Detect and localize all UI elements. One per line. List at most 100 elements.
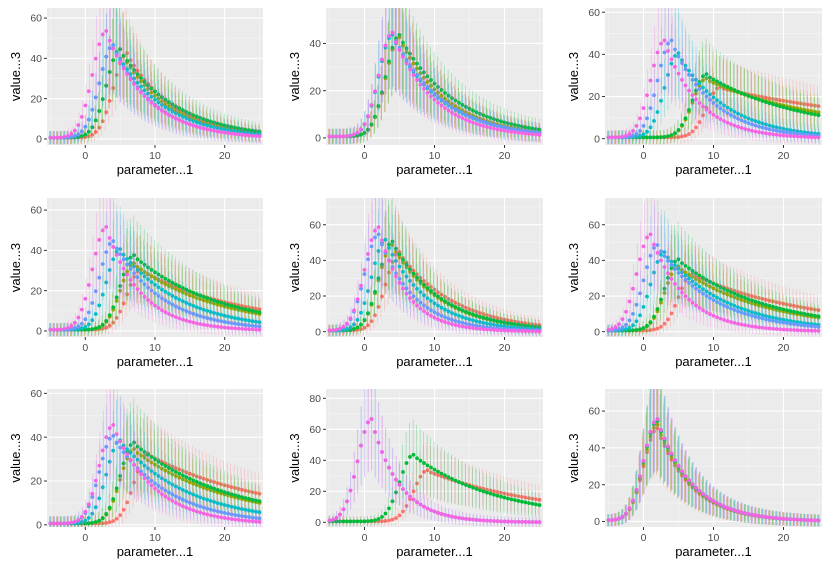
data-point bbox=[813, 135, 817, 140]
data-point bbox=[617, 327, 621, 331]
data-point bbox=[104, 318, 109, 323]
data-point bbox=[460, 308, 465, 313]
data-point bbox=[764, 302, 768, 307]
data-point bbox=[90, 327, 95, 332]
data-point bbox=[149, 100, 154, 105]
data-point bbox=[100, 228, 105, 233]
data-point bbox=[215, 318, 220, 323]
data-point bbox=[641, 123, 646, 128]
y-tick-label: 20 bbox=[588, 91, 600, 103]
data-point bbox=[666, 281, 670, 285]
data-point bbox=[743, 296, 747, 300]
data-point bbox=[208, 300, 213, 305]
data-point bbox=[191, 113, 196, 117]
data-point bbox=[446, 108, 451, 113]
data-point bbox=[348, 316, 353, 321]
data-point bbox=[687, 266, 691, 271]
data-point bbox=[114, 486, 119, 491]
data-point bbox=[170, 468, 175, 472]
x-tick-label: 10 bbox=[149, 342, 161, 354]
data-point bbox=[739, 118, 744, 123]
data-point bbox=[191, 294, 196, 299]
data-point bbox=[128, 491, 133, 495]
data-point bbox=[704, 283, 709, 287]
data-point bbox=[457, 100, 461, 105]
data-point bbox=[177, 118, 182, 123]
data-point bbox=[373, 114, 377, 119]
data-point bbox=[513, 322, 517, 327]
data-point bbox=[694, 125, 698, 130]
data-point bbox=[394, 250, 398, 254]
data-point bbox=[634, 272, 639, 276]
data-point bbox=[254, 491, 258, 495]
data-point bbox=[167, 278, 171, 283]
data-point bbox=[757, 300, 761, 305]
data-point bbox=[746, 116, 751, 121]
data-point bbox=[369, 301, 374, 306]
data-point bbox=[806, 306, 810, 311]
data-point bbox=[212, 301, 217, 306]
data-point bbox=[408, 55, 412, 60]
data-point bbox=[764, 326, 768, 331]
data-point bbox=[380, 238, 384, 243]
data-point bbox=[135, 268, 140, 272]
data-point bbox=[520, 131, 524, 136]
data-point bbox=[142, 450, 147, 454]
data-point bbox=[648, 320, 653, 325]
data-point bbox=[114, 252, 119, 257]
data-point bbox=[509, 126, 514, 131]
data-point bbox=[795, 131, 800, 136]
data-point bbox=[711, 80, 716, 85]
data-point bbox=[687, 132, 691, 136]
data-point bbox=[453, 112, 458, 117]
data-point bbox=[446, 93, 451, 98]
data-point bbox=[816, 110, 821, 115]
data-point bbox=[132, 68, 136, 72]
data-point bbox=[485, 316, 489, 321]
data-point bbox=[687, 107, 691, 112]
data-point bbox=[624, 309, 628, 314]
data-point bbox=[722, 303, 726, 308]
data-point bbox=[478, 326, 482, 331]
data-point bbox=[177, 106, 182, 111]
data-point bbox=[785, 327, 789, 332]
data-point bbox=[704, 89, 709, 93]
data-point bbox=[788, 303, 793, 308]
data-point bbox=[704, 94, 709, 99]
data-point bbox=[648, 282, 653, 287]
data-point bbox=[139, 271, 143, 276]
data-point bbox=[240, 487, 244, 492]
data-point bbox=[341, 324, 346, 329]
y-axis-title: value...3 bbox=[8, 243, 23, 292]
data-point bbox=[809, 328, 814, 333]
data-point bbox=[641, 326, 646, 330]
data-point bbox=[641, 132, 646, 137]
data-point bbox=[606, 327, 611, 332]
data-point bbox=[219, 319, 224, 324]
data-point bbox=[62, 326, 67, 331]
x-tick-label: 10 bbox=[149, 150, 161, 162]
data-point bbox=[443, 106, 447, 111]
data-point bbox=[813, 313, 817, 318]
data-point bbox=[390, 30, 395, 35]
data-point bbox=[422, 282, 426, 287]
data-point bbox=[736, 321, 740, 326]
data-point bbox=[100, 322, 105, 327]
data-point bbox=[655, 307, 660, 311]
data-point bbox=[387, 59, 391, 64]
data-point bbox=[516, 322, 521, 327]
data-point bbox=[701, 74, 705, 79]
data-point bbox=[418, 82, 423, 87]
data-point bbox=[160, 296, 164, 301]
data-point bbox=[411, 271, 416, 276]
data-point bbox=[198, 293, 203, 298]
data-point bbox=[711, 91, 716, 96]
data-point bbox=[694, 271, 698, 276]
data-point bbox=[648, 253, 653, 258]
data-point bbox=[187, 319, 192, 324]
y-tick-label: 40 bbox=[30, 53, 42, 65]
data-point bbox=[655, 326, 660, 331]
y-axis-title: value...3 bbox=[566, 243, 581, 292]
data-point bbox=[128, 263, 133, 268]
data-point bbox=[369, 244, 374, 249]
